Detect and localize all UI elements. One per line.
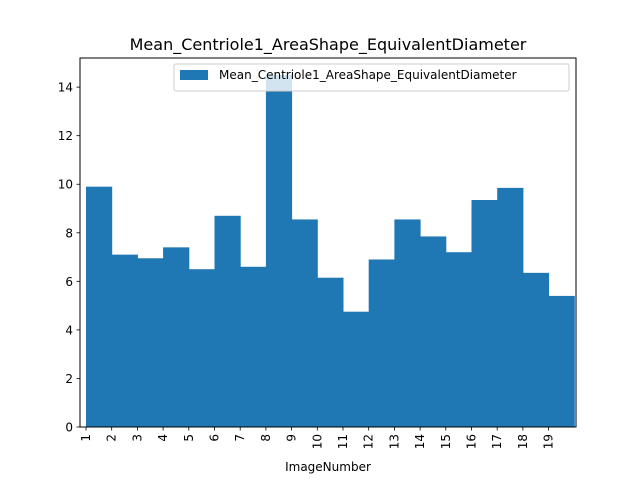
bar-8 <box>265 74 293 428</box>
x-tick-label-4: 4 <box>156 434 170 442</box>
x-tick-label-8: 8 <box>259 434 273 442</box>
y-tick-label-0: 0 <box>65 421 73 435</box>
x-tick-label-5: 5 <box>182 434 196 442</box>
y-tick-label-8: 8 <box>65 226 73 240</box>
bar-19 <box>548 295 575 427</box>
x-tick-label-6: 6 <box>208 434 222 442</box>
y-tick-label-6: 6 <box>65 275 73 289</box>
x-tick-label-9: 9 <box>285 434 299 442</box>
bar-1 <box>86 186 113 427</box>
bars-group <box>86 74 575 428</box>
y-tick-label-10: 10 <box>58 178 73 192</box>
bar-2 <box>111 254 138 427</box>
bar-3 <box>137 258 164 427</box>
y-tick-label-4: 4 <box>65 323 73 337</box>
bar-5 <box>188 269 215 427</box>
bar-10 <box>317 277 344 427</box>
bar-4 <box>163 247 190 427</box>
x-axis: 1 2 3 4 5 6 7 8 9 10 11 12 13 14 15 16 17 18 19 <box>79 427 556 449</box>
bar-14 <box>420 236 447 427</box>
y-axis: 0 2 4 6 8 10 12 14 <box>58 81 80 435</box>
legend-frame <box>173 63 570 92</box>
bar-9 <box>291 219 318 427</box>
bar-15 <box>445 252 472 427</box>
bar-16 <box>471 200 498 427</box>
x-tick-label-14: 14 <box>413 434 427 449</box>
bar-7 <box>240 266 267 427</box>
x-tick-label-11: 11 <box>336 434 350 449</box>
x-tick-label-10: 10 <box>310 434 324 449</box>
bar-18 <box>522 272 550 427</box>
bar-6 <box>214 215 241 427</box>
x-tick-label-13: 13 <box>387 434 401 449</box>
axes-frame <box>79 57 577 428</box>
x-tick-label-3: 3 <box>130 434 144 442</box>
y-tick-label-14: 14 <box>58 81 73 95</box>
bar-17 <box>497 187 524 427</box>
x-tick-label-1: 1 <box>79 434 93 442</box>
x-tick-label-19: 19 <box>542 434 556 449</box>
bar-12 <box>368 259 395 427</box>
x-tick-label-2: 2 <box>105 434 119 442</box>
x-tick-label-15: 15 <box>439 434 453 449</box>
chart-title: Mean_Centriole1_AreaShape_EquivalentDiam… <box>130 35 527 55</box>
bar-11 <box>343 311 370 427</box>
legend-label: Mean_Centriole1_AreaShape_EquivalentDiam… <box>219 68 517 82</box>
x-tick-label-7: 7 <box>233 434 247 442</box>
x-tick-label-12: 12 <box>362 434 376 449</box>
y-tick-label-12: 12 <box>58 129 73 143</box>
x-axis-label: ImageNumber <box>285 460 371 474</box>
legend: Mean_Centriole1_AreaShape_EquivalentDiam… <box>173 63 570 92</box>
bar-13 <box>394 219 421 427</box>
x-tick-label-16: 16 <box>465 434 479 449</box>
y-tick-label-2: 2 <box>65 372 73 386</box>
x-tick-label-17: 17 <box>490 434 504 449</box>
x-tick-label-18: 18 <box>516 434 530 449</box>
legend-swatch <box>180 70 208 80</box>
